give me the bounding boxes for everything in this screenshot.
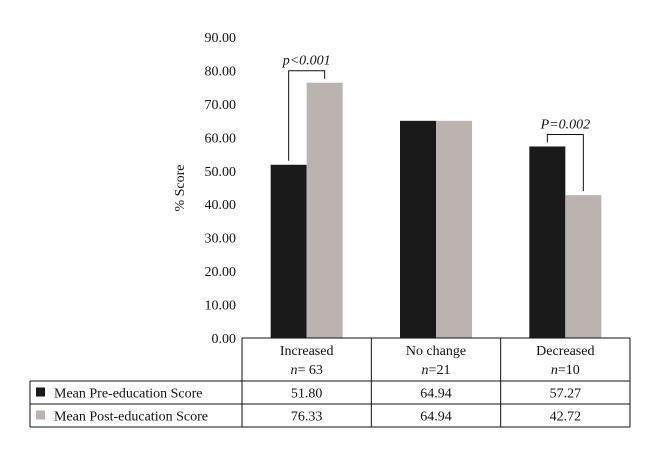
bar [565,195,602,338]
bar [400,120,436,339]
table-cell-value: 76.33 [291,410,323,425]
y-tick-label: 40.00 [205,198,237,213]
category-count: n=21 [422,363,451,378]
category-count: n=10 [551,363,580,378]
legend-label: Mean Pre-education Score [54,387,203,402]
bar [270,164,307,338]
y-axis: 0.00 10.00 20.00 30.00 40.00 50.00 60.00 70.00 8… [205,31,237,347]
y-tick-label: 10.00 [205,299,237,314]
y-tick-label: 70.00 [205,98,237,113]
table-cell-value: 64.94 [420,410,452,425]
significance-label: P=0.002 [540,117,591,132]
significance-bracket [546,133,584,192]
significance-label: p<0.001 [282,54,331,69]
y-tick-label: 80.00 [205,64,237,79]
bar [436,120,472,339]
table-cell-value: 57.27 [550,387,582,402]
bar [306,82,343,338]
y-tick-label: 30.00 [205,232,237,247]
legend-swatch [36,387,45,397]
table-cell-value: 64.94 [420,387,452,402]
legend-label: Mean Post-education Score [54,410,208,425]
data-table: Increased n= 63 No change n=21 Decreased n=10… [29,337,631,428]
y-tick-label: 90.00 [205,31,237,46]
category-label: No change [406,344,466,359]
significance-annotations: p<0.001 P=0.002 [282,54,591,192]
y-axis-label: % Score [173,164,188,211]
category-label: Decreased [536,344,594,359]
category-label: Increased [280,344,334,359]
legend-swatch [36,410,45,420]
significance-bracket [288,70,326,161]
bar [529,146,566,338]
y-tick-label: 20.00 [205,265,237,280]
category-count: n= 63 [290,363,322,378]
bars [270,82,602,339]
table-cell-value: 51.80 [291,387,323,402]
table-cell-value: 42.72 [550,410,582,425]
y-tick-label: 0.00 [212,332,237,347]
y-tick-label: 50.00 [205,165,237,180]
y-tick-label: 60.00 [205,131,237,146]
